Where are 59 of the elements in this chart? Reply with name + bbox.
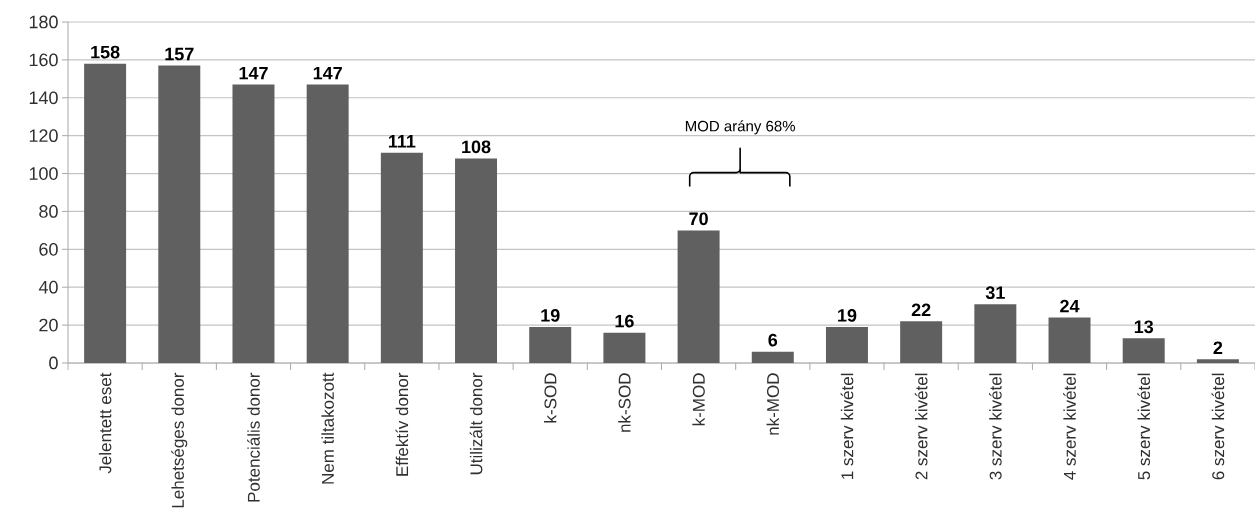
- data-label: 19: [838, 309, 857, 322]
- x-tick-label: 4 szerv kivétel: [1063, 373, 1076, 480]
- data-label: 147: [313, 66, 342, 80]
- x-tick-label: k-MOD: [692, 373, 705, 426]
- y-tick-label: 20: [39, 318, 58, 332]
- x-tick-label: Lehetséges donor: [171, 372, 188, 508]
- x-tick-label: Nem tiltakozott: [321, 372, 334, 484]
- data-label: 2: [1213, 341, 1223, 354]
- bar: [974, 304, 1017, 363]
- x-tick-label: nk-SOD: [618, 373, 631, 432]
- bar: [84, 63, 127, 363]
- data-label: 6: [768, 333, 778, 347]
- data-label: 111: [388, 135, 416, 148]
- bar: [1122, 338, 1165, 363]
- y-tick-label: 40: [38, 280, 58, 294]
- y-tick-label: 60: [39, 242, 58, 256]
- bar: [529, 327, 572, 363]
- bar: [306, 84, 349, 363]
- bar: [380, 152, 423, 363]
- bar: [751, 351, 794, 363]
- x-tick-label: 3 szerv kivétel: [989, 373, 1002, 480]
- y-tick-label: 120: [29, 129, 58, 143]
- x-tick-label: 6 szerv kivétel: [1211, 373, 1225, 480]
- x-tick-label: Potenciális donor: [247, 372, 260, 502]
- bar: [603, 332, 646, 363]
- data-label: 22: [911, 303, 931, 317]
- y-tick-label: 180: [29, 15, 58, 29]
- data-label: 19: [541, 309, 560, 322]
- data-label: 31: [985, 286, 1005, 300]
- bar: [1048, 317, 1091, 363]
- bar: [455, 158, 498, 363]
- bar: [677, 230, 720, 363]
- x-tick-label: 2 szerv kivétel: [914, 373, 928, 480]
- bar: [825, 327, 868, 363]
- bar: [1196, 359, 1239, 363]
- x-tick-label: 5 szerv kivétel: [1137, 373, 1151, 480]
- data-label: 24: [1060, 299, 1080, 313]
- y-tick-label: 160: [29, 53, 58, 67]
- bar: [232, 84, 275, 363]
- data-label: 16: [615, 314, 634, 328]
- data-label: 157: [165, 47, 194, 61]
- data-label: 13: [1134, 320, 1154, 334]
- bar: [158, 65, 201, 363]
- y-tick-label: 80: [39, 205, 58, 218]
- y-tick-label: 0: [49, 356, 58, 370]
- data-label: 70: [689, 212, 708, 226]
- y-tick-label: 100: [29, 167, 58, 180]
- x-tick-label: k-SOD: [543, 373, 557, 423]
- x-tick-label: Jelentett eset: [98, 372, 112, 474]
- x-tick-label: 1 szerv kivétel: [840, 373, 854, 479]
- bar: [900, 321, 943, 363]
- y-tick-label: 140: [29, 91, 58, 105]
- data-label: 147: [239, 66, 268, 80]
- x-tick-label: nk-MOD: [766, 373, 780, 435]
- annotation: MOD arány 68%: [685, 120, 796, 135]
- x-tick-label: Utilizált donor: [469, 372, 483, 475]
- data-label: 108: [462, 140, 491, 154]
- data-label: 158: [91, 45, 120, 59]
- x-tick-label: Effektív donor: [395, 372, 409, 476]
